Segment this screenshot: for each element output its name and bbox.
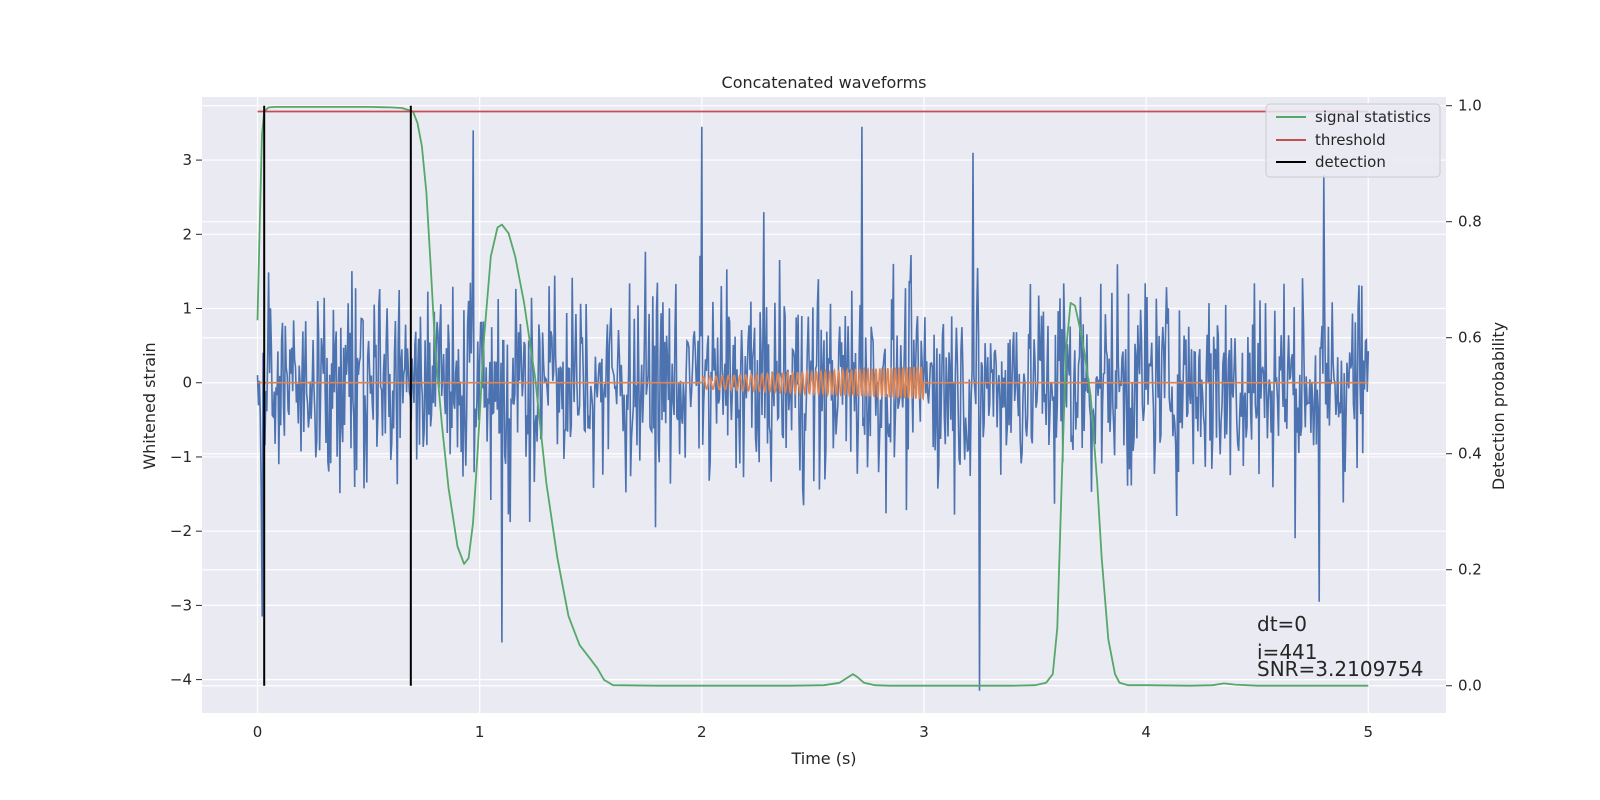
y-tick-label: 2 <box>182 225 192 243</box>
x-tick-label: 4 <box>1141 723 1151 741</box>
y-tick-label: −2 <box>170 522 192 540</box>
noise-line <box>256 126 1370 691</box>
y-right-tick-label: 0.8 <box>1458 213 1482 231</box>
x-tick-label: 5 <box>1363 723 1373 741</box>
y-right-tick-label: 1.0 <box>1458 97 1482 115</box>
y-right-axis-label: Detection probability <box>1489 322 1508 490</box>
y-right-tick-label: 0.0 <box>1458 677 1482 695</box>
x-tick-label: 2 <box>697 723 707 741</box>
legend-label-threshold: threshold <box>1315 131 1386 149</box>
injected-signal-series <box>257 366 1369 401</box>
y-tick-label: 0 <box>182 374 192 392</box>
chart-title: Concatenated waveforms <box>722 73 927 92</box>
signal-statistics-series <box>256 106 1369 687</box>
y-right-tick-label: 0.6 <box>1458 329 1482 347</box>
signal-statistics-line <box>256 106 1369 687</box>
legend-label-signal-statistics: signal statistics <box>1315 108 1431 126</box>
y-tick-label: 3 <box>182 151 192 169</box>
y-tick-label: 1 <box>182 300 192 318</box>
legend-label-detection: detection <box>1315 153 1386 171</box>
y-right-tick-label: 0.4 <box>1458 445 1482 463</box>
y-tick-label: −4 <box>170 671 192 689</box>
noise-series <box>256 126 1370 691</box>
injected-signal-line <box>257 366 1369 401</box>
annotation-dt: dt=0 <box>1257 612 1307 636</box>
y-tick-label: −3 <box>170 596 192 614</box>
x-tick-label: 1 <box>475 723 485 741</box>
x-tick-label: 0 <box>253 723 263 741</box>
x-tick-label: 3 <box>919 723 929 741</box>
x-axis-label: Time (s) <box>790 749 856 768</box>
y-axis-label: Whitened strain <box>140 342 159 469</box>
axes-ticks: 0 1 2 3 4 5 −4 −3 −2 −1 0 1 2 3 0.0 0.2 0.4 0.6 0.8 1.0 <box>170 97 1482 741</box>
legend-box <box>1265 103 1441 178</box>
annotation-index: i=441 <box>1257 640 1318 664</box>
y-right-tick-label: 0.2 <box>1458 561 1482 579</box>
detection-series <box>263 105 412 686</box>
y-tick-label: −1 <box>170 448 192 466</box>
annotation-snr: SNR=3.2109754 <box>1257 657 1423 681</box>
legend: signal statistics threshold detection <box>1265 103 1441 178</box>
